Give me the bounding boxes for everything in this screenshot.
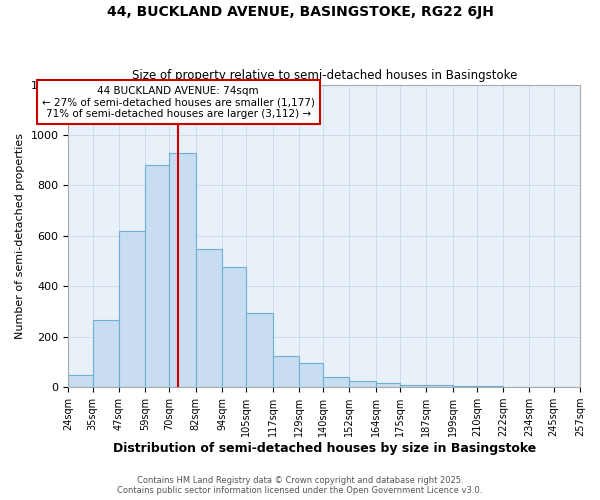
Bar <box>119 231 145 387</box>
Bar <box>503 386 529 387</box>
Text: Contains HM Land Registry data © Crown copyright and database right 2025.
Contai: Contains HM Land Registry data © Crown c… <box>118 476 482 495</box>
Bar <box>299 364 323 387</box>
Bar <box>196 248 222 387</box>
Bar <box>272 356 299 387</box>
Bar <box>68 374 92 387</box>
Bar <box>169 152 196 387</box>
Bar <box>400 384 427 387</box>
Bar <box>323 377 349 387</box>
Bar <box>427 385 452 387</box>
Y-axis label: Number of semi-detached properties: Number of semi-detached properties <box>15 133 25 339</box>
Bar <box>349 381 376 387</box>
Bar <box>92 320 119 387</box>
Bar <box>376 384 400 387</box>
Text: 44, BUCKLAND AVENUE, BASINGSTOKE, RG22 6JH: 44, BUCKLAND AVENUE, BASINGSTOKE, RG22 6… <box>107 5 493 19</box>
Text: 44 BUCKLAND AVENUE: 74sqm
← 27% of semi-detached houses are smaller (1,177)
71% : 44 BUCKLAND AVENUE: 74sqm ← 27% of semi-… <box>42 86 314 119</box>
X-axis label: Distribution of semi-detached houses by size in Basingstoke: Distribution of semi-detached houses by … <box>113 442 536 455</box>
Bar <box>452 386 477 387</box>
Bar <box>145 166 169 387</box>
Bar <box>477 386 503 387</box>
Title: Size of property relative to semi-detached houses in Basingstoke: Size of property relative to semi-detach… <box>131 69 517 82</box>
Bar <box>222 268 246 387</box>
Bar <box>246 313 272 387</box>
